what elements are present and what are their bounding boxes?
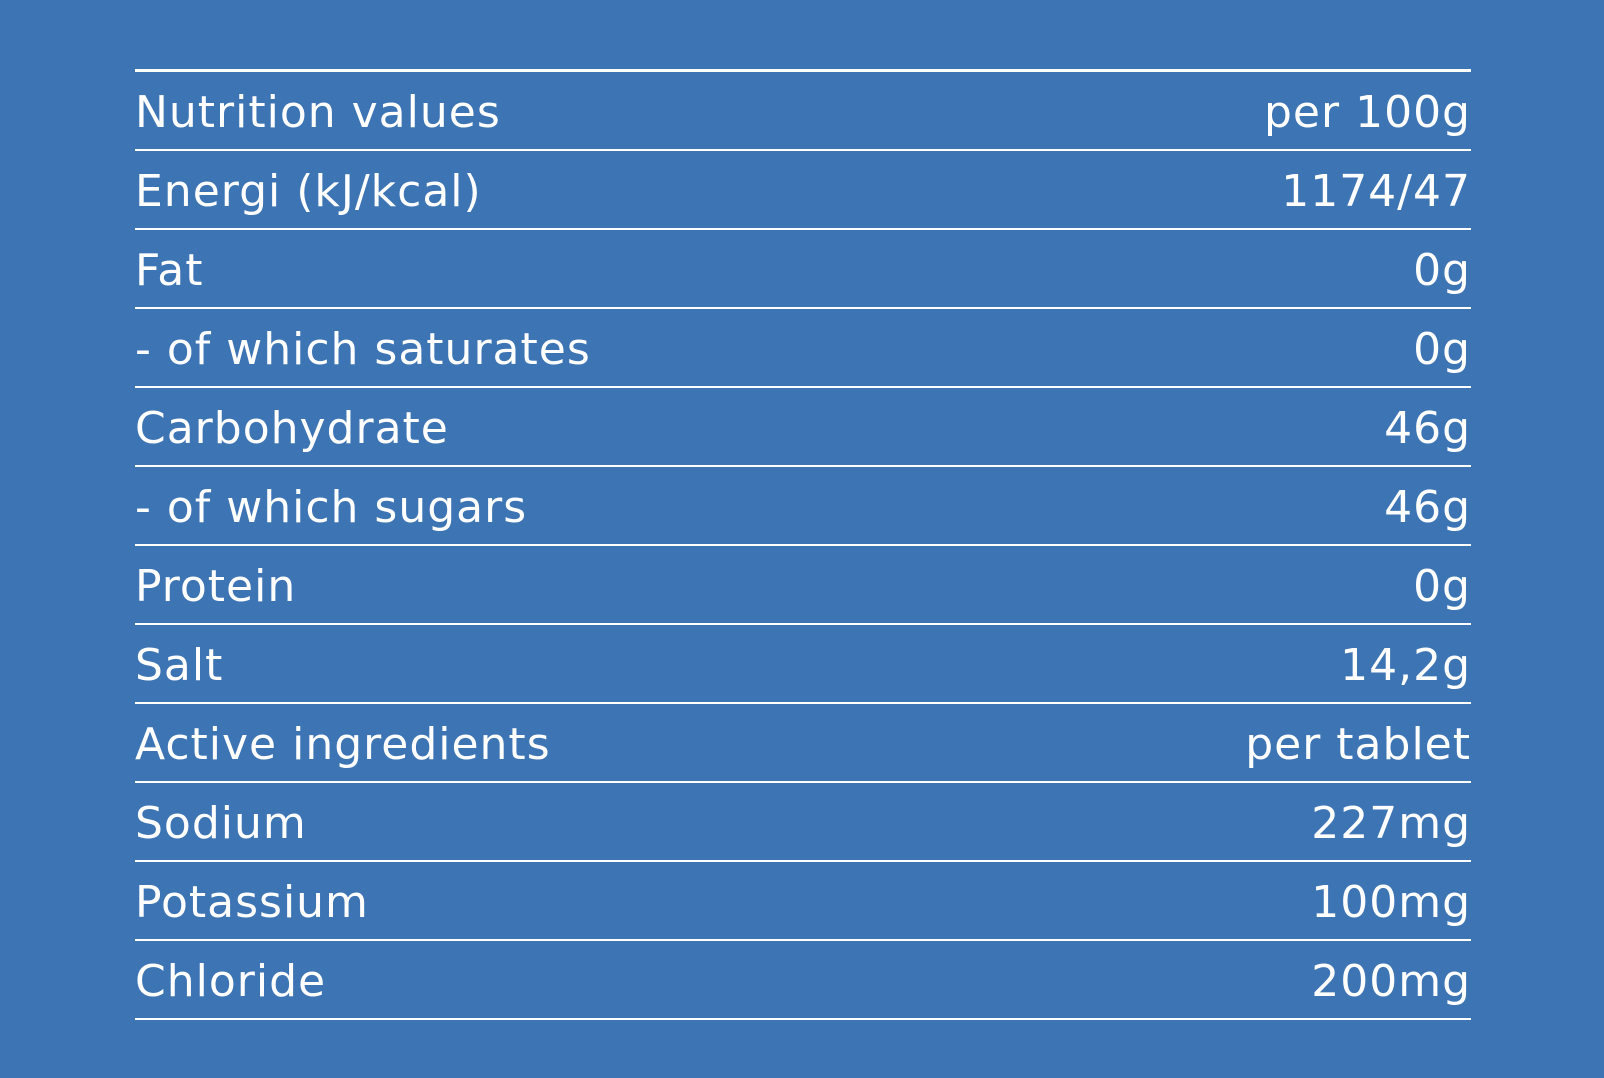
row-label: Salt <box>135 639 224 691</box>
row-value: 0g <box>1413 323 1471 375</box>
row-value: per 100g <box>1264 86 1471 138</box>
row-label: Carbohydrate <box>135 402 449 454</box>
table-row: Protein 0g <box>135 546 1471 625</box>
row-label: Fat <box>135 244 204 296</box>
row-value: 227mg <box>1311 797 1471 849</box>
row-label: Energi (kJ/kcal) <box>135 165 482 217</box>
row-label: Active ingredients <box>135 718 551 770</box>
nutrition-table: Nutrition values per 100g Energi (kJ/kcal)… <box>135 69 1471 1020</box>
row-value: per tablet <box>1245 718 1471 770</box>
table-row: Potassium 100mg <box>135 862 1471 941</box>
row-label: - of which saturates <box>135 323 591 375</box>
row-label: Protein <box>135 560 297 612</box>
row-value: 14,2g <box>1340 639 1471 691</box>
row-value: 46g <box>1384 402 1471 454</box>
table-row: - of which saturates 0g <box>135 309 1471 388</box>
row-label: Nutrition values <box>135 86 501 138</box>
row-value: 46g <box>1384 481 1471 533</box>
row-label: Potassium <box>135 876 369 928</box>
row-label: - of which sugars <box>135 481 528 533</box>
table-row: Nutrition values per 100g <box>135 72 1471 151</box>
table-row: Active ingredients per tablet <box>135 704 1471 783</box>
row-value: 0g <box>1413 560 1471 612</box>
table-row: Chloride 200mg <box>135 941 1471 1020</box>
row-value: 1174/47 <box>1281 165 1471 217</box>
table-row: - of which sugars 46g <box>135 467 1471 546</box>
table-row: Fat 0g <box>135 230 1471 309</box>
table-row: Carbohydrate 46g <box>135 388 1471 467</box>
row-value: 100mg <box>1311 876 1471 928</box>
row-label: Sodium <box>135 797 307 849</box>
table-row: Energi (kJ/kcal) 1174/47 <box>135 151 1471 230</box>
row-label: Chloride <box>135 955 327 1007</box>
row-value: 0g <box>1413 244 1471 296</box>
table-row: Sodium 227mg <box>135 783 1471 862</box>
table-row: Salt 14,2g <box>135 625 1471 704</box>
row-value: 200mg <box>1311 955 1471 1007</box>
